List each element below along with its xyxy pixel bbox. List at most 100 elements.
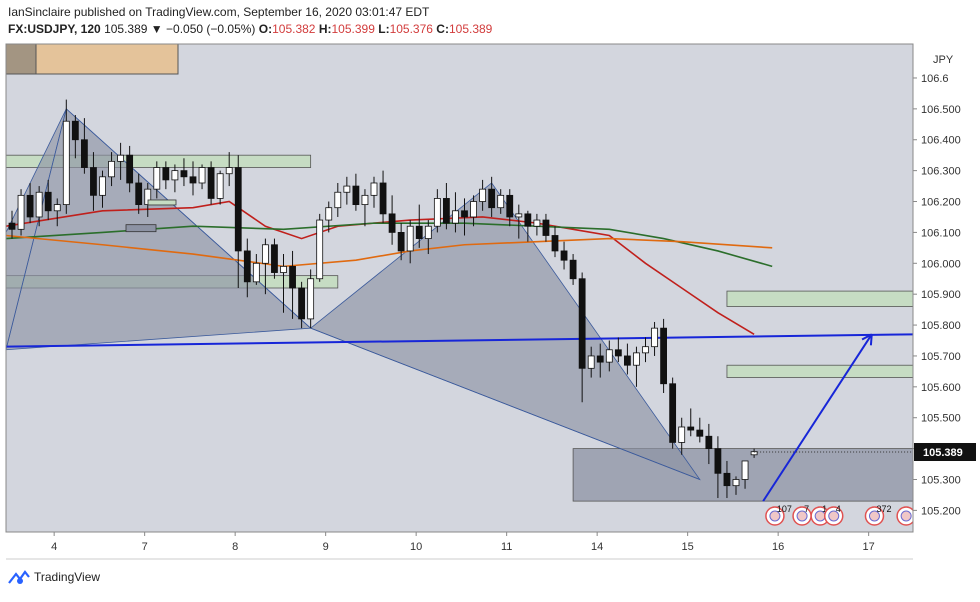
candle-body (452, 210, 459, 224)
event-marker[interactable]: 372 (864, 504, 891, 526)
candle[interactable] (415, 204, 423, 248)
candle[interactable] (234, 155, 242, 288)
candle[interactable] (17, 189, 25, 236)
candle[interactable] (370, 176, 378, 208)
candle[interactable] (216, 170, 224, 205)
candle[interactable] (153, 161, 161, 199)
candle[interactable] (171, 164, 179, 193)
candle[interactable] (298, 281, 306, 329)
candle[interactable] (35, 186, 43, 227)
candle[interactable] (126, 145, 134, 193)
event-marker[interactable]: 107 (765, 504, 792, 526)
candle[interactable] (135, 173, 143, 214)
event-marker[interactable]: 1 (810, 504, 830, 526)
candle-body (126, 154, 134, 184)
candle[interactable] (90, 152, 97, 211)
candle[interactable] (81, 118, 88, 174)
candle[interactable] (433, 189, 441, 233)
candle[interactable] (343, 176, 351, 205)
candle[interactable] (633, 346, 640, 387)
candle[interactable] (62, 99, 70, 214)
event-marker[interactable] (896, 506, 915, 526)
candle[interactable] (651, 321, 658, 356)
candle[interactable] (524, 210, 532, 242)
candle[interactable] (198, 164, 206, 190)
candle[interactable] (71, 115, 79, 159)
candle[interactable] (669, 377, 677, 449)
candle[interactable] (180, 158, 188, 187)
candle[interactable] (280, 254, 287, 313)
candle[interactable] (207, 161, 215, 205)
candle-body (261, 244, 269, 264)
candle[interactable] (461, 198, 468, 236)
candle[interactable] (714, 436, 722, 499)
candle[interactable] (624, 343, 631, 375)
candle[interactable] (361, 189, 369, 227)
candle[interactable] (352, 173, 360, 211)
candle[interactable] (406, 220, 414, 264)
candle[interactable] (605, 340, 613, 372)
event-marker[interactable]: 7 (792, 504, 812, 526)
candle[interactable] (587, 346, 595, 378)
candle[interactable] (479, 179, 487, 211)
candle[interactable] (325, 201, 333, 233)
candle[interactable] (316, 213, 324, 282)
candle[interactable] (8, 210, 16, 239)
event-marker[interactable]: 4 (823, 504, 844, 526)
candle[interactable] (307, 269, 315, 329)
candle[interactable] (687, 408, 695, 437)
candle-body (162, 167, 170, 181)
candle[interactable] (506, 189, 514, 227)
candle-body (108, 160, 115, 178)
candle[interactable] (741, 460, 749, 489)
candle[interactable] (261, 238, 269, 295)
candle[interactable] (44, 179, 52, 221)
candle[interactable] (424, 220, 432, 255)
candle[interactable] (705, 423, 713, 465)
candle[interactable] (614, 337, 622, 363)
candle[interactable] (551, 226, 559, 258)
candle[interactable] (334, 182, 342, 217)
candle[interactable] (642, 337, 649, 363)
candle[interactable] (26, 182, 34, 224)
candle[interactable] (108, 152, 115, 187)
candle[interactable] (470, 195, 477, 227)
candle[interactable] (732, 476, 740, 495)
candle[interactable] (596, 343, 604, 378)
candle[interactable] (452, 192, 459, 233)
candle[interactable] (542, 213, 550, 242)
candle[interactable] (162, 161, 170, 190)
candle[interactable] (660, 318, 667, 394)
candle[interactable] (442, 182, 450, 230)
candle[interactable] (533, 213, 541, 236)
candle-body (361, 194, 369, 206)
candle[interactable] (271, 238, 278, 279)
candle[interactable] (379, 170, 387, 224)
candle[interactable] (723, 460, 731, 499)
candle[interactable] (696, 417, 704, 443)
candle[interactable] (252, 254, 260, 285)
candle[interactable] (243, 238, 251, 298)
candle[interactable] (560, 241, 568, 270)
candle[interactable] (99, 170, 106, 208)
candle-body (388, 213, 396, 233)
candle[interactable] (578, 272, 586, 403)
candle[interactable] (569, 254, 577, 285)
symbol-label[interactable]: FX:USDJPY, 120 (8, 22, 101, 36)
candle[interactable] (488, 176, 496, 217)
candle[interactable] (189, 161, 197, 196)
candle[interactable] (53, 198, 61, 227)
candle[interactable] (678, 417, 686, 455)
candle-body (8, 222, 16, 230)
x-axis-tick-label: 17 (863, 541, 875, 553)
candle[interactable] (515, 204, 523, 239)
candle[interactable] (289, 250, 296, 319)
footer-brand[interactable]: TradingView (8, 569, 100, 585)
candle[interactable] (397, 223, 405, 261)
candle[interactable] (388, 195, 396, 245)
candle[interactable] (117, 142, 124, 180)
candle[interactable] (225, 152, 233, 187)
candle[interactable] (497, 189, 505, 214)
